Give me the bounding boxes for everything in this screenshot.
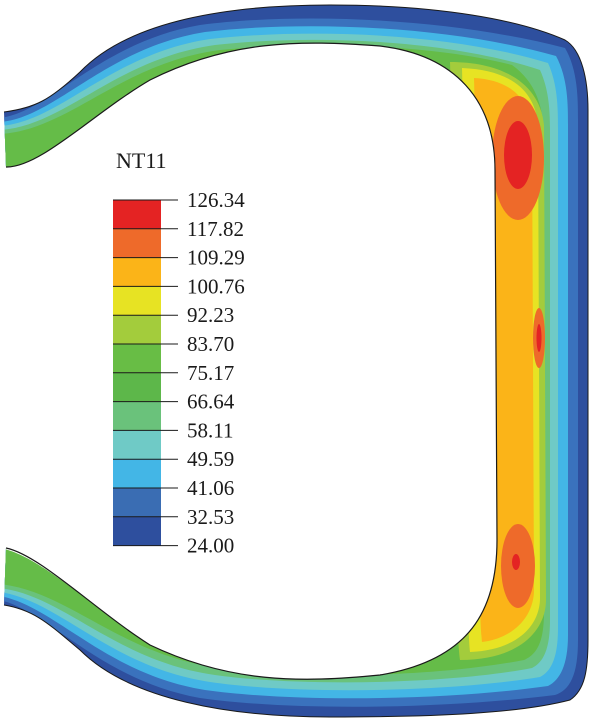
legend-value-label: 109.29	[187, 246, 245, 270]
hotspot-middle-inner	[536, 324, 542, 352]
color-legend: NT11 126.34 117.82 109.29 100.76 92.23 83.70 7…	[113, 148, 245, 558]
legend-swatch	[113, 488, 161, 517]
legend-value-label: 41.06	[187, 476, 234, 500]
legend-swatch	[113, 516, 161, 546]
hotspot-bottom-inner	[512, 554, 520, 570]
legend-swatch	[113, 459, 161, 488]
legend-title: NT11	[116, 148, 167, 173]
legend-value-label: 117.82	[187, 217, 244, 241]
contour-band-cyan	[4, 33, 558, 691]
legend-swatches	[113, 200, 161, 546]
legend-value-label: 83.70	[187, 332, 234, 356]
legend-ticks	[113, 199, 178, 547]
legend-swatch	[113, 401, 161, 431]
legend-swatch	[113, 344, 161, 373]
legend-swatch	[113, 228, 161, 258]
legend-swatch	[113, 315, 161, 344]
legend-value-label: 49.59	[187, 447, 234, 471]
tire-inner-cavity	[4, 43, 497, 680]
legend-labels: 126.34 117.82 109.29 100.76 92.23 83.70 75.17 6…	[187, 188, 245, 558]
contour-band-light-green	[4, 39, 550, 683]
legend-swatch	[113, 286, 161, 316]
legend-value-label: 92.23	[187, 303, 234, 327]
hotspot-top-inner	[504, 121, 532, 189]
legend-value-label: 32.53	[187, 505, 234, 529]
legend-value-label: 126.34	[187, 188, 245, 212]
legend-value-label: 75.17	[187, 361, 234, 385]
legend-swatch	[113, 430, 161, 460]
legend-value-label: 24.00	[187, 534, 234, 558]
legend-swatch	[113, 257, 161, 287]
legend-swatch	[113, 200, 161, 229]
legend-value-label: 100.76	[187, 274, 245, 298]
legend-value-label: 58.11	[187, 418, 233, 442]
legend-value-label: 66.64	[187, 390, 235, 414]
tire-inner-outline	[5, 42, 498, 680]
legend-swatch	[113, 372, 161, 402]
contour-band-green	[4, 45, 544, 675]
tire-outer-outline	[3, 4, 589, 718]
